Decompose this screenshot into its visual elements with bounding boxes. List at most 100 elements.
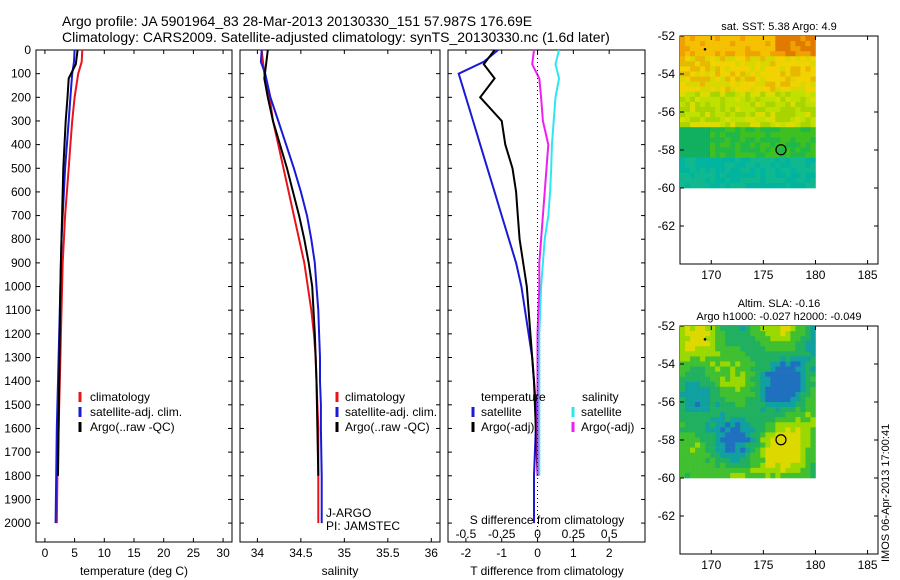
heatmap-cell (795, 147, 801, 153)
heatmap-cell (690, 127, 696, 133)
heatmap-cell (725, 101, 731, 108)
x-tick-label: 34 (251, 546, 265, 560)
heatmap-cell (785, 412, 791, 418)
heatmap-cell (745, 427, 751, 433)
heatmap-cell (730, 177, 736, 184)
heatmap-cell (765, 391, 771, 398)
x-tick-label: 175 (753, 558, 773, 572)
heatmap-cell (740, 172, 746, 179)
heatmap-cell (760, 167, 766, 174)
heatmap-cell (775, 386, 781, 393)
heatmap-cell (685, 91, 691, 98)
heatmap-cell (750, 36, 756, 42)
heatmap-cell (720, 467, 726, 474)
heatmap-cell (690, 86, 696, 93)
heatmap-cell (765, 46, 771, 52)
heatmap-cell (805, 402, 811, 408)
heatmap-cell (755, 412, 761, 418)
heatmap-cell (680, 472, 686, 479)
heatmap-cell (725, 412, 731, 418)
heatmap-cell (790, 96, 796, 103)
heatmap-cell (730, 76, 736, 82)
heatmap-cell (715, 356, 721, 362)
heatmap-cell (770, 147, 776, 153)
heatmap-cell (725, 177, 731, 184)
heatmap-cell (810, 81, 816, 87)
heatmap-cell (790, 391, 796, 398)
heatmap-cell (780, 452, 786, 459)
heatmap-cell (800, 182, 806, 189)
heatmap-cell (760, 467, 766, 474)
heatmap-cell (800, 427, 806, 433)
heatmap-cell (695, 447, 701, 453)
heatmap-cell (715, 336, 721, 342)
heatmap-cell (705, 361, 711, 367)
heatmap-cell (740, 46, 746, 52)
heatmap-cell (690, 56, 696, 62)
heatmap-cell (795, 412, 801, 418)
heatmap-cell (775, 147, 781, 153)
heatmap-cell (795, 341, 801, 347)
heatmap-cell (775, 101, 781, 108)
heatmap-cell (710, 391, 716, 398)
heatmap-cell (710, 61, 716, 67)
heatmap-cell (780, 86, 786, 93)
heatmap-cell (730, 81, 736, 87)
heatmap-cell (720, 452, 726, 459)
series-line (57, 49, 79, 476)
heatmap-cell (805, 56, 811, 62)
heatmap-cell (805, 391, 811, 398)
heatmap-cell (785, 167, 791, 174)
heatmap-cell (715, 81, 721, 87)
heatmap-cell (705, 86, 711, 93)
heatmap-cell (740, 182, 746, 189)
heatmap-cell (795, 447, 801, 453)
heatmap-cell (740, 402, 746, 408)
heatmap-cell (685, 36, 691, 42)
heatmap-cell (695, 376, 701, 383)
heatmap-cell (775, 46, 781, 52)
heatmap-cell (765, 167, 771, 174)
heatmap-cell (750, 167, 756, 174)
heatmap-cell (785, 152, 791, 158)
heatmap-cell (725, 386, 731, 393)
heatmap-cell (810, 356, 816, 362)
y-tick-label: -62 (658, 219, 676, 233)
heatmap-cell (795, 457, 801, 464)
heatmap-cell (755, 112, 761, 118)
heatmap-cell (705, 167, 711, 174)
heatmap-cell (765, 437, 771, 443)
header: Argo profile: JA 5901964_83 28-Mar-2013 … (62, 13, 610, 45)
heatmap-cell (790, 177, 796, 184)
heatmap-cell (690, 402, 696, 408)
heatmap-cell (730, 467, 736, 474)
heatmap-cell (745, 106, 751, 113)
heatmap-cell (775, 417, 781, 423)
heatmap-cell (740, 132, 746, 138)
heatmap-cell (800, 341, 806, 347)
heatmap-cell (790, 162, 796, 169)
heatmap-cell (730, 381, 736, 388)
heatmap-cell (715, 177, 721, 184)
heatmap-cell (745, 412, 751, 418)
heatmap-cell (740, 457, 746, 464)
heatmap-cell (790, 81, 796, 87)
heatmap-cell (800, 467, 806, 474)
heatmap-cell (705, 157, 711, 163)
heatmap-cell (810, 427, 816, 433)
heatmap-cell (740, 66, 746, 72)
heatmap-cell (740, 467, 746, 474)
heatmap-cell (770, 407, 776, 413)
heatmap-cell (760, 137, 766, 143)
heatmap-cell (795, 51, 801, 57)
heatmap-cell (760, 351, 766, 357)
heatmap-cell (720, 472, 726, 479)
heatmap-cell (725, 452, 731, 459)
heatmap-cell (780, 147, 786, 153)
heatmap-cell (805, 361, 811, 367)
plot-frame (239, 49, 441, 543)
heatmap-cell (715, 137, 721, 143)
heatmap-cell (690, 472, 696, 479)
heatmap-cell (750, 56, 756, 62)
heatmap-cell (780, 56, 786, 62)
